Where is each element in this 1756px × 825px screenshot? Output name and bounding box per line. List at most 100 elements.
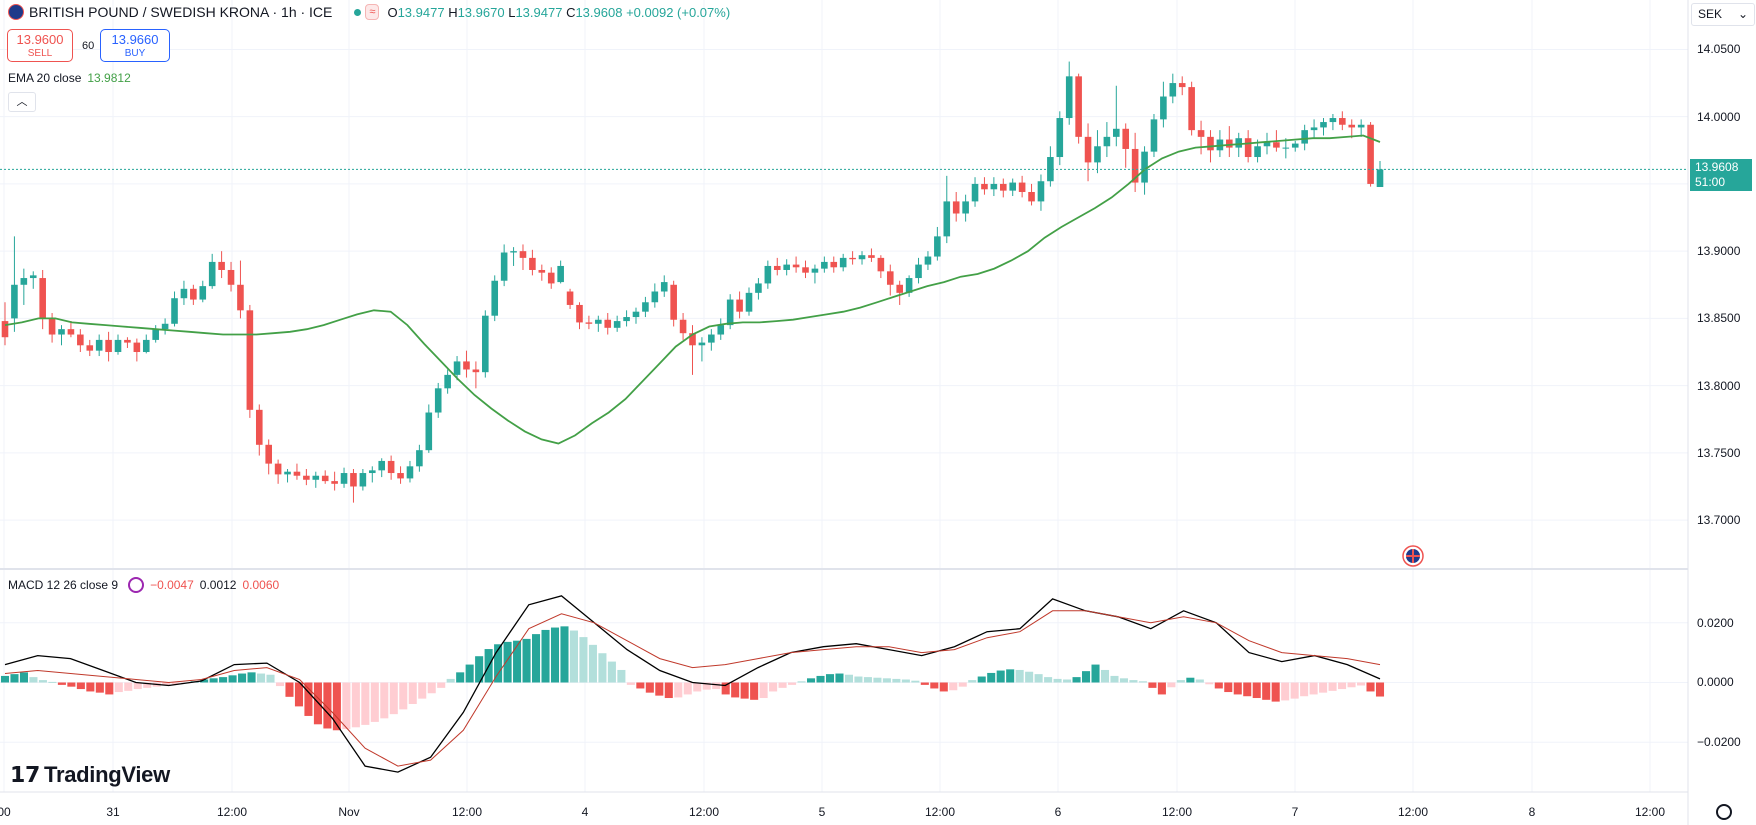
histogram-bar (1233, 682, 1242, 695)
ema-label: EMA 20 close (8, 71, 82, 85)
histogram-bar (626, 682, 635, 685)
gbp-flag-marker[interactable] (1402, 545, 1424, 567)
histogram-bar (437, 682, 446, 688)
histogram-bar (228, 675, 237, 683)
gbp-flag-icon (8, 4, 24, 20)
histogram-bar (740, 682, 749, 699)
histogram-bar (1271, 682, 1280, 702)
collapse-legend-button[interactable]: ︿ (8, 92, 36, 112)
time-tick-label: Nov (338, 805, 360, 819)
candle-body (934, 236, 941, 257)
histogram-bar (901, 679, 910, 683)
candle-body (821, 261, 828, 269)
candle-body (736, 299, 743, 312)
histogram-bar (636, 682, 645, 689)
candle-body (406, 466, 414, 479)
candle-body (632, 311, 640, 318)
histogram-bar (674, 682, 683, 698)
histogram-bar (655, 682, 664, 696)
candle-body (331, 481, 338, 484)
histogram-bar (731, 682, 740, 698)
candles-group (1, 61, 1384, 503)
histogram-bar (1290, 682, 1299, 699)
candle-body (679, 319, 687, 334)
histogram-bar (446, 678, 455, 683)
candle-body (1122, 128, 1130, 149)
candle-body (237, 284, 244, 311)
buy-label: BUY (124, 48, 146, 59)
candle-body (387, 460, 395, 474)
histogram-bar (380, 682, 389, 719)
histogram-bar (275, 682, 285, 687)
histogram-bar (408, 682, 417, 704)
histogram-bar (332, 682, 341, 731)
histogram-bar (1015, 669, 1024, 683)
histogram-bar (721, 682, 730, 695)
candle-body (547, 272, 555, 284)
sell-button[interactable]: 13.9600 SELL (7, 29, 73, 62)
candle-body (651, 291, 659, 303)
candle-body (67, 329, 75, 335)
histogram-bar (569, 630, 578, 683)
histogram-bar (418, 682, 427, 699)
histogram-bar (10, 674, 19, 683)
histogram-bar (67, 682, 76, 687)
settings-gear-icon[interactable] (1716, 804, 1732, 820)
time-tick-label: 12:00 (924, 805, 956, 819)
candle-body (227, 269, 235, 285)
histogram-bar (873, 677, 882, 683)
candle-body (114, 339, 122, 353)
buy-price: 13.9660 (111, 32, 159, 47)
candle-body (1141, 151, 1148, 183)
histogram-bar (86, 682, 95, 692)
candle-body (293, 471, 301, 476)
candle-body (1188, 87, 1195, 131)
histogram-bar (29, 677, 38, 683)
candle-body (557, 265, 564, 283)
histogram-bar (304, 682, 313, 716)
macd-legend[interactable]: MACD 12 26 close 9 −0.0047 0.0012 0.0060 (8, 577, 279, 593)
candle-body (1291, 143, 1299, 148)
histogram-bar (920, 682, 929, 685)
candle-body (1197, 130, 1205, 137)
histogram-bar (930, 682, 939, 689)
candle-body (1376, 169, 1384, 188)
histogram-bar (892, 678, 901, 683)
histogram-bar (882, 678, 891, 683)
histogram-bar (1375, 682, 1385, 697)
candle-body (717, 325, 725, 335)
candle-body (434, 388, 442, 413)
candle-body (359, 473, 367, 487)
histogram-bar (1072, 677, 1081, 683)
candle-body (811, 268, 819, 273)
candle-body (660, 282, 668, 292)
candle-body (952, 201, 960, 214)
histogram-bar (977, 676, 986, 683)
histogram-bar (0, 675, 10, 683)
candle-body (962, 201, 969, 214)
tradingview-logo[interactable]: 𝟭𝟳 TradingView (10, 762, 170, 788)
histogram-bar (209, 678, 218, 683)
histogram-bar (1195, 679, 1204, 683)
histogram-bar (788, 682, 797, 685)
candle-body (416, 450, 423, 467)
currency-selector[interactable]: SEK ⌄ (1691, 3, 1755, 26)
ema-line (4, 134, 1381, 445)
symbol-title[interactable]: BRITISH POUND / SWEDISH KRONA · 1h · ICE (29, 4, 333, 20)
candle-body (1273, 142, 1280, 148)
candle-body (708, 334, 715, 343)
histogram-bar (693, 682, 702, 692)
histogram-bar (1205, 682, 1214, 685)
time-tick-label: 00 (0, 805, 11, 819)
macd-tick-label: 0.0200 (1697, 615, 1734, 630)
candle-body (538, 269, 546, 273)
ema-legend[interactable]: EMA 20 close 13.9812 (8, 71, 131, 85)
histogram-bar (1044, 677, 1053, 683)
buy-button[interactable]: 13.9660 BUY (100, 29, 170, 62)
price-tick-label: 13.7000 (1697, 513, 1741, 528)
candle-body (529, 257, 536, 270)
candle-body (1367, 124, 1374, 184)
candle-body (190, 288, 197, 300)
candle-body (1339, 118, 1346, 125)
